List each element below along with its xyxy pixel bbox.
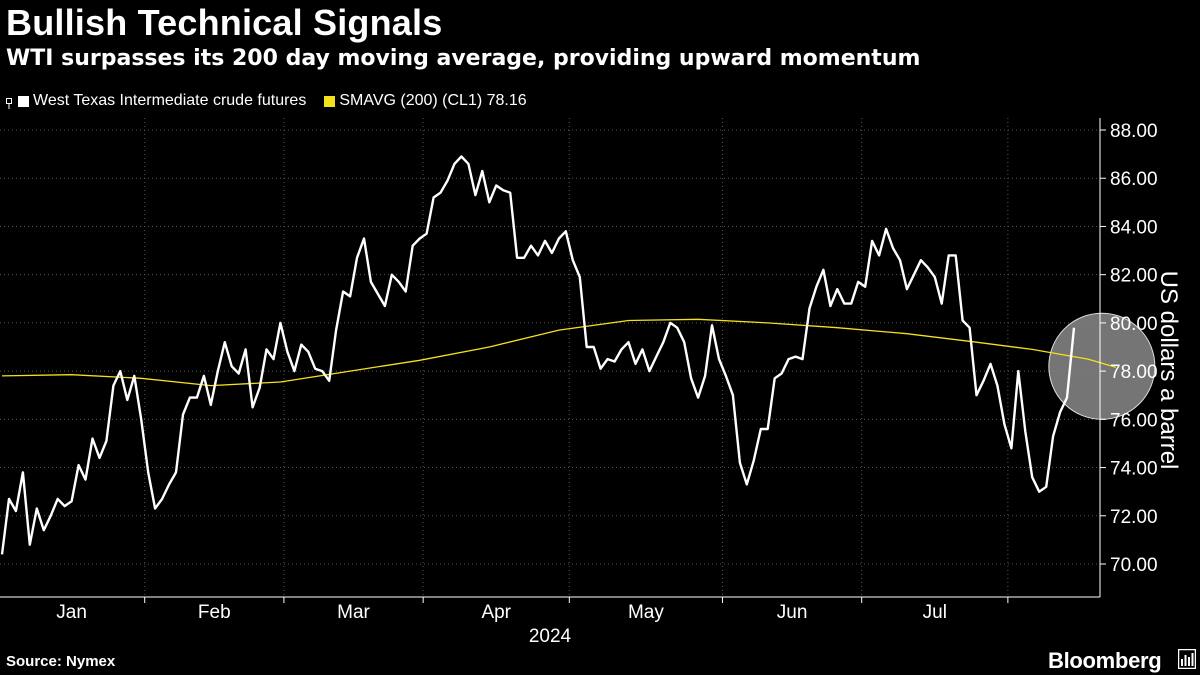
legend-swatch-wti [18, 95, 29, 107]
y-tick-label: 88.00 [1110, 121, 1158, 142]
source-note: Source: Nymex [6, 653, 116, 670]
series-marker-icon [6, 96, 12, 109]
terminal-icon [1177, 648, 1197, 670]
y-axis-title: US dollars a barrel [1155, 270, 1182, 470]
y-tick-label: 84.00 [1110, 217, 1158, 238]
y-tick-label: 86.00 [1110, 169, 1158, 190]
bloomberg-logo: Bloomberg [1048, 648, 1162, 673]
y-tick-label: 72.00 [1110, 507, 1158, 528]
x-tick-label: Jan [56, 602, 87, 623]
x-tick-label: Feb [198, 602, 231, 623]
y-tick-label: 78.00 [1110, 362, 1158, 383]
x-tick-label: Jun [777, 602, 808, 623]
x-tick-label: Mar [337, 602, 370, 623]
gridlines [0, 118, 1100, 597]
wti-line [0, 155, 1076, 555]
x-tick-label: Jul [923, 602, 947, 623]
legend-item-smavg: SMAVG (200) (CL1) 78.16 [324, 92, 527, 110]
legend-item-wti: West Texas Intermediate crude futures [6, 92, 306, 110]
y-tick-label: 76.00 [1110, 410, 1158, 431]
chart-subtitle: WTI surpasses its 200 day moving average… [6, 46, 921, 71]
y-tick-label: 80.00 [1110, 314, 1158, 335]
x-tick-label: Apr [481, 602, 511, 623]
legend-label-smavg: SMAVG (200) (CL1) 78.16 [339, 92, 527, 109]
y-tick-label: 82.00 [1110, 266, 1158, 287]
x-tick-label: May [628, 602, 664, 623]
y-tick-label: 70.00 [1110, 555, 1158, 576]
series-lines [0, 155, 1116, 555]
x-axis-title: 2024 [529, 626, 572, 647]
y-tick-label: 74.00 [1110, 459, 1158, 480]
smavg-line [1, 318, 1116, 387]
chart-title: Bullish Technical Signals [6, 2, 443, 43]
legend-label-wti: West Texas Intermediate crude futures [33, 92, 307, 109]
legend-swatch-smavg [324, 95, 336, 107]
axes: 70.00 72.00 74.00 76.00 78.00 80.00 82.00 84.00… [0, 118, 1158, 647]
legend: West Texas Intermediate crude futures SM… [6, 92, 527, 110]
